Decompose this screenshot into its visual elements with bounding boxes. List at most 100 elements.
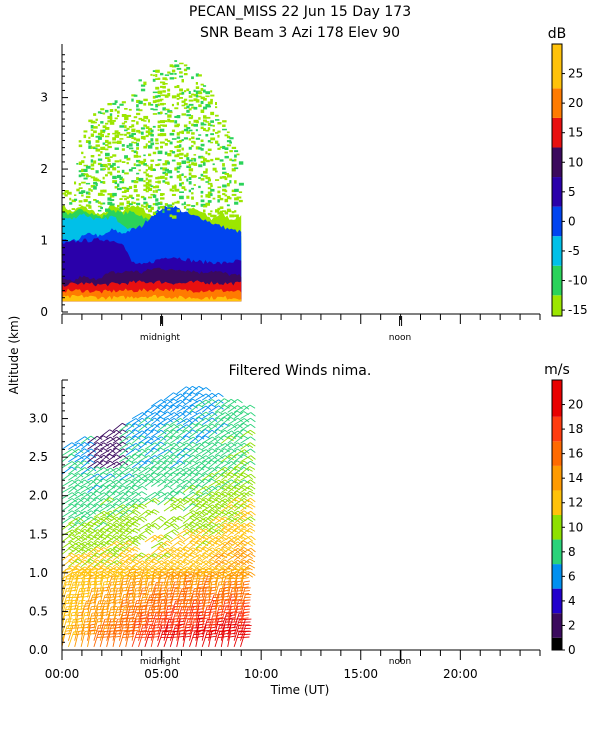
snr-echo-streak xyxy=(193,94,198,97)
wind-barb-staff xyxy=(112,515,123,524)
snr-echo-streak xyxy=(136,194,140,197)
snr-echo-streak xyxy=(155,164,159,167)
wind-barb-flag xyxy=(128,614,135,617)
wind-barb-flag xyxy=(90,571,96,575)
wind-barb xyxy=(157,479,173,487)
wind-barb xyxy=(150,515,167,524)
wind-barb-flag xyxy=(224,466,231,472)
wind-barb xyxy=(240,564,256,574)
wind-barb-flag xyxy=(237,565,243,570)
wind-barb-staff xyxy=(150,404,162,413)
snr-echo-streak xyxy=(119,176,123,180)
wind-barb-flag xyxy=(221,548,228,553)
snr-echo-streak xyxy=(138,79,142,82)
wind-barb-staff xyxy=(144,553,155,561)
wind-barb-flag xyxy=(96,534,103,539)
snr-echo-streak xyxy=(145,134,149,138)
wind-barb-staff xyxy=(201,436,213,444)
snr-echo-streak xyxy=(238,182,244,186)
snr-echo-streak xyxy=(152,203,156,206)
wind-barb-staff xyxy=(87,529,98,537)
wind-barb-flag xyxy=(222,468,228,473)
wind-barb-staff xyxy=(68,473,79,481)
snr-echo-streak xyxy=(95,135,101,138)
wind-barb-staff xyxy=(214,559,226,568)
snr-echo-streak xyxy=(162,210,165,213)
wind-barb-flag xyxy=(160,460,167,465)
wind-barb-staff xyxy=(240,473,252,481)
snr-echo-streak xyxy=(183,98,188,101)
wind-barb-staff xyxy=(189,416,200,426)
wind-barb-staff xyxy=(221,398,232,407)
wind-barb xyxy=(240,599,251,617)
wind-barb-staff xyxy=(189,546,200,555)
wind-barb-flag xyxy=(160,515,167,520)
snr-echo-streak xyxy=(148,153,152,157)
wind-barb-staff xyxy=(144,429,155,438)
snr-echo-streak xyxy=(181,113,187,116)
wind-barb xyxy=(125,540,141,549)
wind-barb xyxy=(80,454,97,463)
snr-echo-streak xyxy=(93,181,98,185)
wind-barb xyxy=(163,559,180,568)
wind-barb xyxy=(157,423,173,432)
snr-echo-streak xyxy=(226,174,232,178)
wind-barb xyxy=(125,527,141,537)
wind-barb-flag xyxy=(250,485,256,490)
wind-barb-staff xyxy=(112,435,123,444)
wind-barb-flag xyxy=(145,524,152,530)
snr-echo-streak xyxy=(105,135,110,138)
wind-barb xyxy=(61,503,77,512)
wind-barb-staff xyxy=(176,496,187,506)
snr-echo-streak xyxy=(181,186,186,189)
wind-barb xyxy=(240,558,256,568)
snr-echo-streak xyxy=(119,138,124,140)
wind-barb xyxy=(131,592,142,610)
wind-barb-staff xyxy=(119,485,130,493)
wind-barb-staff xyxy=(189,454,200,463)
snr-echo-streak xyxy=(145,177,148,181)
wind-barb-staff xyxy=(208,497,219,506)
wind-barb-flag xyxy=(97,473,103,478)
wind-barb-staff xyxy=(80,503,91,512)
snr-echo-streak xyxy=(100,121,104,124)
wind-barb-staff xyxy=(227,430,239,438)
wind-barb-flag xyxy=(177,573,183,578)
wind-barb-staff xyxy=(182,472,193,481)
wind-barb-flag xyxy=(109,623,116,626)
wind-barb-flag xyxy=(242,577,249,580)
snr-colorbar-band xyxy=(552,88,562,118)
wind-barb-staff xyxy=(163,447,174,456)
snr-echo-streak xyxy=(155,95,158,98)
wind-barb-staff xyxy=(87,461,98,469)
wind-barb-flag xyxy=(234,480,241,485)
wind-barb-flag xyxy=(122,611,129,614)
wind-barb-flag xyxy=(216,604,223,607)
wind-barb-flag xyxy=(132,548,139,552)
wind-barb-flag xyxy=(249,490,256,495)
snr-echo-streak xyxy=(174,120,178,124)
wind-barb-staff xyxy=(195,473,206,481)
snr-echo-streak xyxy=(226,131,230,134)
snr-echo-streak xyxy=(136,108,140,111)
wind-barb-flag xyxy=(167,460,173,465)
snr-echo-streak xyxy=(179,88,183,92)
wind-barb-staff xyxy=(125,571,136,580)
wind-barb-staff xyxy=(119,459,129,469)
wind-barb-flag xyxy=(247,512,254,517)
snr-echo-streak xyxy=(143,145,148,149)
wind-barb xyxy=(240,479,256,487)
wind-barb-flag xyxy=(116,553,122,558)
wind-barb-staff xyxy=(68,510,79,518)
wind-barb-flag xyxy=(198,540,205,545)
wind-barb xyxy=(131,491,148,500)
wind-barb xyxy=(227,454,243,463)
wind-barb-staff xyxy=(80,497,91,506)
wind-barb-staff xyxy=(61,572,73,580)
wind-barb-flag xyxy=(243,583,250,586)
wind-barb-staff xyxy=(144,492,156,500)
wind-barb-staff xyxy=(87,552,98,561)
wind-barb-flag xyxy=(154,447,160,452)
wind-barb-flag xyxy=(199,510,205,516)
